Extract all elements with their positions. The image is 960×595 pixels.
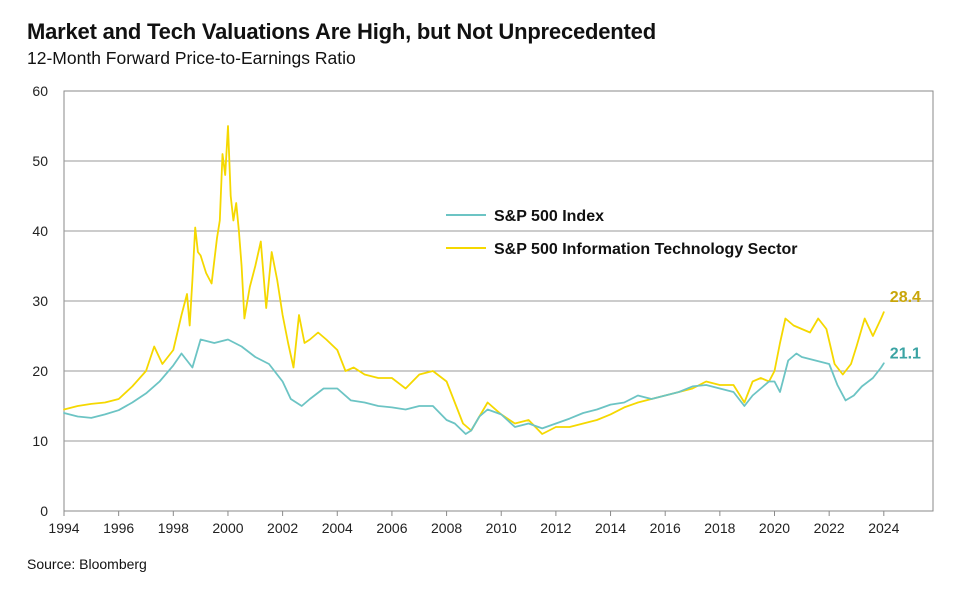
- source-note: Source: Bloomberg: [27, 556, 147, 572]
- x-tick-label: 1998: [158, 520, 189, 536]
- x-tick-label: 2018: [704, 520, 735, 536]
- y-tick-label: 10: [32, 433, 48, 449]
- x-tick-label: 2022: [814, 520, 845, 536]
- y-tick-label: 0: [40, 503, 48, 519]
- x-tick-label: 1996: [103, 520, 134, 536]
- y-tick-label: 20: [32, 363, 48, 379]
- y-tick-label: 60: [32, 83, 48, 99]
- y-tick-label: 30: [32, 293, 48, 309]
- y-tick-label: 50: [32, 153, 48, 169]
- x-tick-label: 2002: [267, 520, 298, 536]
- x-tick-label: 2020: [759, 520, 790, 536]
- end-label-sp500: 21.1: [890, 345, 921, 362]
- x-tick-label: 2024: [868, 520, 899, 536]
- chart-title: Market and Tech Valuations Are High, but…: [27, 19, 656, 44]
- x-tick-label: 2014: [595, 520, 626, 536]
- x-tick-label: 1994: [48, 520, 79, 536]
- chart-subtitle: 12-Month Forward Price-to-Earnings Ratio: [27, 48, 356, 68]
- y-tick-label: 40: [32, 223, 48, 239]
- series-line-sp500: [63, 338, 885, 435]
- x-tick-label: 2008: [431, 520, 462, 536]
- x-tick-label: 2010: [486, 520, 517, 536]
- x-tick-label: 2016: [650, 520, 681, 536]
- x-tick-label: 2000: [212, 520, 243, 536]
- x-tick-label: 2004: [322, 520, 353, 536]
- x-tick-label: 2006: [376, 520, 407, 536]
- x-tick-label: 2012: [540, 520, 571, 536]
- legend-label-sp500: S&P 500 Index: [494, 208, 604, 225]
- end-label-tech: 28.4: [890, 289, 921, 306]
- legend-label-tech: S&P 500 Information Technology Sector: [494, 241, 797, 258]
